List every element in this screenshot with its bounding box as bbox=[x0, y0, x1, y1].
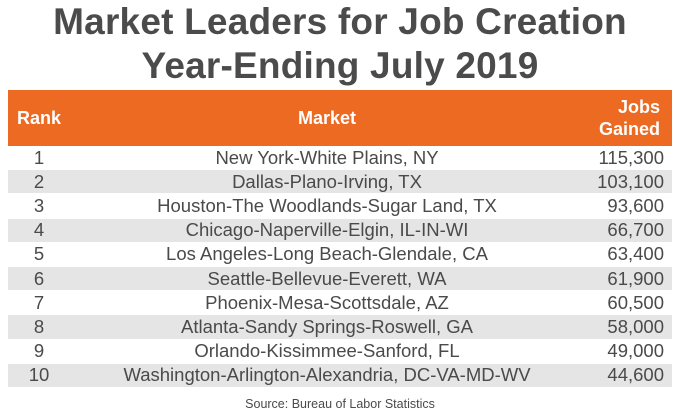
cell-rank: 10 bbox=[28, 364, 50, 386]
cell-jobs-gained: 66,700 bbox=[607, 219, 664, 241]
cell-market: Los Angeles-Long Beach-Glendale, CA bbox=[166, 243, 488, 265]
cell-jobs-gained: 93,600 bbox=[607, 194, 664, 216]
cell-jobs-gained: 60,500 bbox=[607, 291, 664, 313]
cell-rank: 2 bbox=[33, 170, 45, 192]
job-creation-table: Rank Market Jobs Gained 1 New York-White … bbox=[8, 90, 672, 388]
table-row: 4 Chicago-Naperville-Elgin, IL-IN-WI 66,70… bbox=[8, 218, 672, 243]
cell-jobs-gained: 49,000 bbox=[607, 340, 664, 362]
header-jobs-gained: Jobs Gained bbox=[584, 96, 672, 140]
header-jobs-line-2: Gained bbox=[598, 119, 660, 139]
table-row: 10 Washington-Arlington-Alexandria, DC-VA… bbox=[8, 363, 672, 388]
table-row: 5 Los Angeles-Long Beach-Glendale, CA 63,4… bbox=[8, 242, 672, 267]
table-row: 2 Dallas-Plano-Irving, TX 103,100 bbox=[8, 170, 672, 195]
cell-market: New York-White Plains, NY bbox=[215, 146, 439, 168]
table-row: 1 New York-White Plains, NY 115,300 bbox=[8, 146, 672, 171]
cell-rank: 7 bbox=[33, 291, 45, 313]
table-row: 6 Seattle-Bellevue-Everett, WA 61,900 bbox=[8, 266, 672, 292]
cell-market: Dallas-Plano-Irving, TX bbox=[232, 170, 422, 192]
cell-market: Seattle-Bellevue-Everett, WA bbox=[207, 267, 447, 289]
table-row: 3 Houston-The Woodlands-Sugar Land, TX 93,… bbox=[8, 194, 672, 219]
cell-market: Orlando-Kissimmee-Sanford, FL bbox=[194, 340, 460, 362]
table-header: Rank Market Jobs Gained bbox=[8, 90, 672, 146]
cell-rank: 1 bbox=[33, 146, 45, 168]
table-row: 7 Phoenix-Mesa-Scottsdale, AZ 60,500 bbox=[8, 291, 672, 316]
cell-rank: 9 bbox=[33, 340, 45, 362]
table-body: 1 New York-White Plains, NY 115,300 2 Dallas… bbox=[8, 146, 672, 388]
cell-rank: 8 bbox=[33, 315, 45, 337]
cell-rank: 6 bbox=[33, 267, 45, 289]
cell-jobs-gained: 61,900 bbox=[607, 267, 664, 289]
cell-market: Washington-Arlington-Alexandria, DC-VA-M… bbox=[123, 364, 531, 386]
cell-rank: 3 bbox=[33, 194, 45, 216]
table-row: 9 Orlando-Kissimmee-Sanford, FL 49,000 bbox=[8, 339, 672, 364]
cell-jobs-gained: 44,600 bbox=[607, 364, 664, 386]
cell-jobs-gained: 58,000 bbox=[607, 315, 664, 337]
cell-jobs-gained: 115,300 bbox=[598, 146, 665, 168]
chart-title-line-1: Market Leaders for Job Creation bbox=[53, 1, 627, 42]
cell-market: Houston-The Woodlands-Sugar Land, TX bbox=[157, 194, 497, 216]
cell-market: Atlanta-Sandy Springs-Roswell, GA bbox=[180, 315, 474, 337]
cell-jobs-gained: 63,400 bbox=[607, 243, 664, 265]
header-jobs-line-1: Jobs bbox=[617, 97, 660, 117]
cell-market: Chicago-Naperville-Elgin, IL-IN-WI bbox=[185, 219, 469, 241]
header-rank: Rank bbox=[16, 107, 61, 128]
table-row: 8 Atlanta-Sandy Springs-Roswell, GA 58,000 bbox=[8, 315, 672, 340]
chart-title-line-2: Year-Ending July 2019 bbox=[141, 45, 539, 86]
cell-jobs-gained: 103,100 bbox=[597, 170, 664, 192]
source-note: Source: Bureau of Labor Statistics bbox=[245, 397, 435, 411]
header-market: Market bbox=[297, 107, 357, 128]
cell-rank: 4 bbox=[33, 219, 45, 241]
cell-market: Phoenix-Mesa-Scottsdale, AZ bbox=[205, 291, 449, 313]
cell-rank: 5 bbox=[33, 243, 45, 265]
